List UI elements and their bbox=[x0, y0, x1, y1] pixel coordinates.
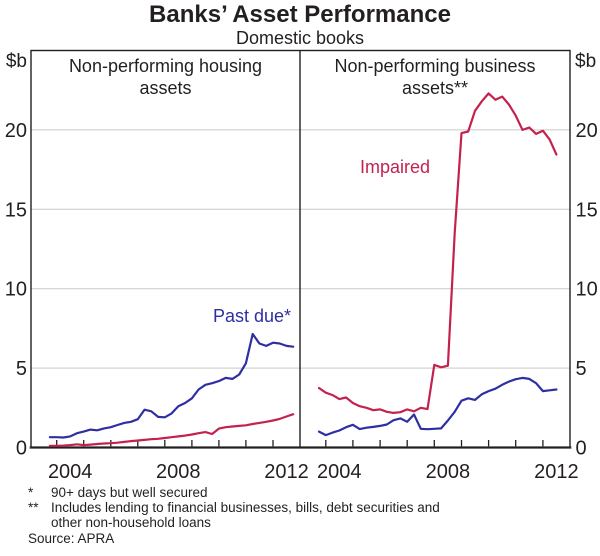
y-axis-label-right: 15 bbox=[576, 199, 598, 221]
y-axis-unit-right: $b bbox=[575, 51, 597, 72]
source-note: Source: APRA bbox=[28, 530, 115, 546]
footnote-2: ** Includes lending to financial busines… bbox=[28, 500, 488, 530]
footnote-1-marker: * bbox=[28, 485, 34, 500]
series-line-past-due bbox=[317, 376, 558, 437]
series-line-past-due bbox=[48, 332, 295, 439]
x-axis-label: 2008 bbox=[426, 461, 471, 483]
x-axis-label: 2004 bbox=[48, 461, 93, 483]
footnote-1-text: 90+ days but well secured bbox=[51, 485, 208, 500]
series-line-impaired bbox=[48, 413, 295, 447]
y-axis-label-left: 5 bbox=[16, 358, 27, 380]
panel-title-housing: Non-performing housing assets bbox=[68, 56, 263, 98]
x-axis-label: 2012 bbox=[534, 461, 579, 483]
series-line-impaired bbox=[317, 92, 558, 414]
panel-title-business: Non-performing business assets** bbox=[334, 56, 536, 98]
chart-subtitle: Domestic books bbox=[235, 28, 365, 48]
x-axis-label: 2012 bbox=[264, 461, 309, 483]
series-label-past-due: Past due* bbox=[212, 306, 292, 326]
x-axis-label: 2004 bbox=[317, 461, 362, 483]
footnotes: * 90+ days but well secured ** Includes … bbox=[28, 485, 488, 546]
y-axis-label-right: 5 bbox=[576, 358, 587, 380]
y-axis-label-left: 10 bbox=[5, 279, 27, 301]
chart-title: Banks’ Asset Performance bbox=[149, 1, 451, 28]
footnote-2-text: Includes lending to financial businesses… bbox=[51, 500, 440, 531]
series-label-impaired: Impaired bbox=[359, 157, 431, 177]
footnote-1: * 90+ days but well secured bbox=[28, 485, 488, 500]
y-axis-unit-left: $b bbox=[5, 51, 27, 72]
y-axis-label-left: 0 bbox=[16, 438, 27, 460]
y-axis-label-right: 0 bbox=[576, 438, 587, 460]
y-axis-label-right: 10 bbox=[576, 279, 598, 301]
y-axis-label-left: 20 bbox=[5, 120, 27, 142]
y-axis-label-left: 15 bbox=[5, 199, 27, 221]
y-axis-label-right: 20 bbox=[576, 120, 598, 142]
x-axis-label: 2008 bbox=[156, 461, 201, 483]
footnote-2-marker: ** bbox=[28, 500, 39, 516]
